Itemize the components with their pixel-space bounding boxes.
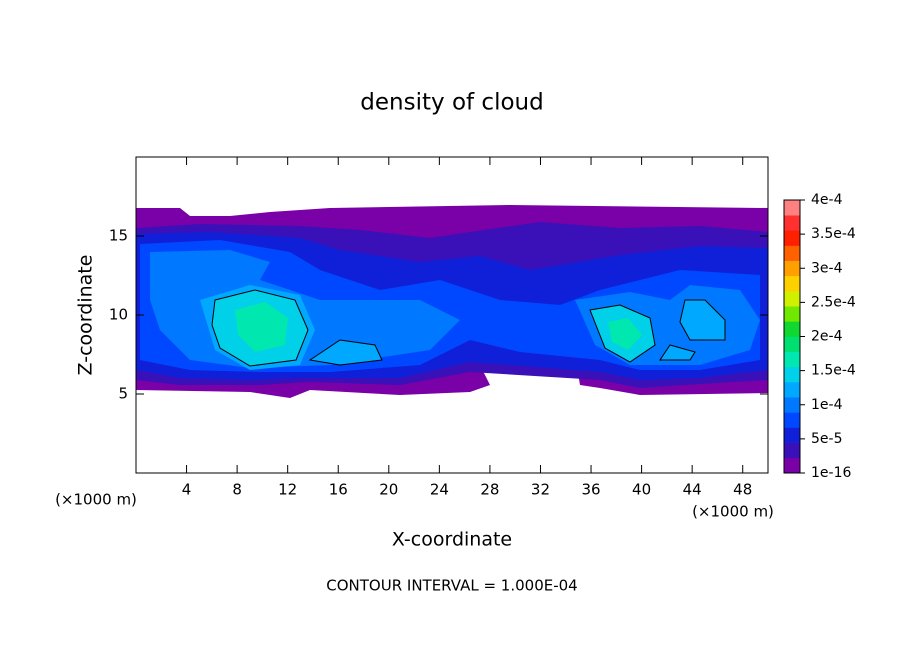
y-tick-label: 5	[118, 385, 128, 403]
colorbar-band	[784, 291, 800, 307]
x-tick-label: 48	[733, 481, 752, 499]
x-tick-label: 32	[531, 481, 550, 499]
x-tick-label: 44	[683, 481, 702, 499]
field-level-7c	[679, 299, 726, 341]
colorbar-band	[784, 200, 800, 216]
colorbar-band	[784, 336, 800, 352]
colorbar-band	[784, 457, 800, 474]
colorbar-tick-label: 3e-4	[811, 260, 843, 276]
x-tick-label: 24	[430, 481, 449, 499]
colorbar-band	[784, 412, 800, 428]
colorbar-band	[784, 442, 800, 459]
colorbar-band	[784, 397, 800, 413]
colorbar-tick-label: 3.5e-4	[811, 226, 856, 242]
field-level-8b	[608, 318, 642, 350]
colorbar-tick-label: 1e-16	[811, 465, 851, 481]
colorbar-band	[784, 245, 800, 261]
colorbar-tick-label: 4e-4	[811, 192, 843, 208]
colorbar-band	[784, 427, 800, 443]
colorbar-band	[784, 260, 800, 277]
x-tick-label: 4	[182, 481, 192, 499]
colorbar-band	[784, 321, 800, 337]
colorbar-tick-label: 1e-4	[811, 397, 843, 413]
colorbar-band	[784, 366, 800, 383]
x-unit-label: (×1000 m)	[692, 503, 774, 521]
colorbar-tick-label: 2e-4	[811, 329, 843, 345]
colorbar-band	[784, 230, 800, 246]
colorbar-band	[784, 306, 800, 322]
y-axis-label: Z-coordinate	[75, 255, 97, 376]
x-tick-label: 40	[632, 481, 651, 499]
y-unit-label: (×1000 m)	[55, 491, 137, 509]
chart-title: density of cloud	[360, 90, 543, 116]
colorbar-band	[784, 275, 800, 292]
footer-note: CONTOUR INTERVAL = 1.000E-04	[326, 577, 577, 595]
x-tick-label: 16	[329, 481, 348, 499]
field-level-7d	[308, 339, 383, 366]
field-level-8	[235, 302, 288, 352]
y-tick-label: 10	[109, 306, 128, 324]
colorbar-tick-label: 1.5e-4	[811, 363, 856, 379]
colorbar-tick-label: 5e-5	[811, 431, 842, 447]
field-level-7e	[659, 344, 696, 361]
colorbar-tick-label: 2.5e-4	[811, 294, 856, 310]
x-tick-label: 12	[278, 481, 297, 499]
y-tick-label: 15	[109, 227, 128, 245]
x-axis-label: X-coordinate	[392, 529, 512, 551]
contour-field	[136, 205, 768, 398]
x-tick-label: 36	[581, 481, 600, 499]
x-tick-label: 28	[480, 481, 499, 499]
x-tick-label: 20	[379, 481, 398, 499]
x-tick-label: 8	[232, 481, 242, 499]
colorbar-band	[784, 215, 800, 231]
colorbar-band	[784, 382, 800, 398]
colorbar-band	[784, 351, 800, 368]
